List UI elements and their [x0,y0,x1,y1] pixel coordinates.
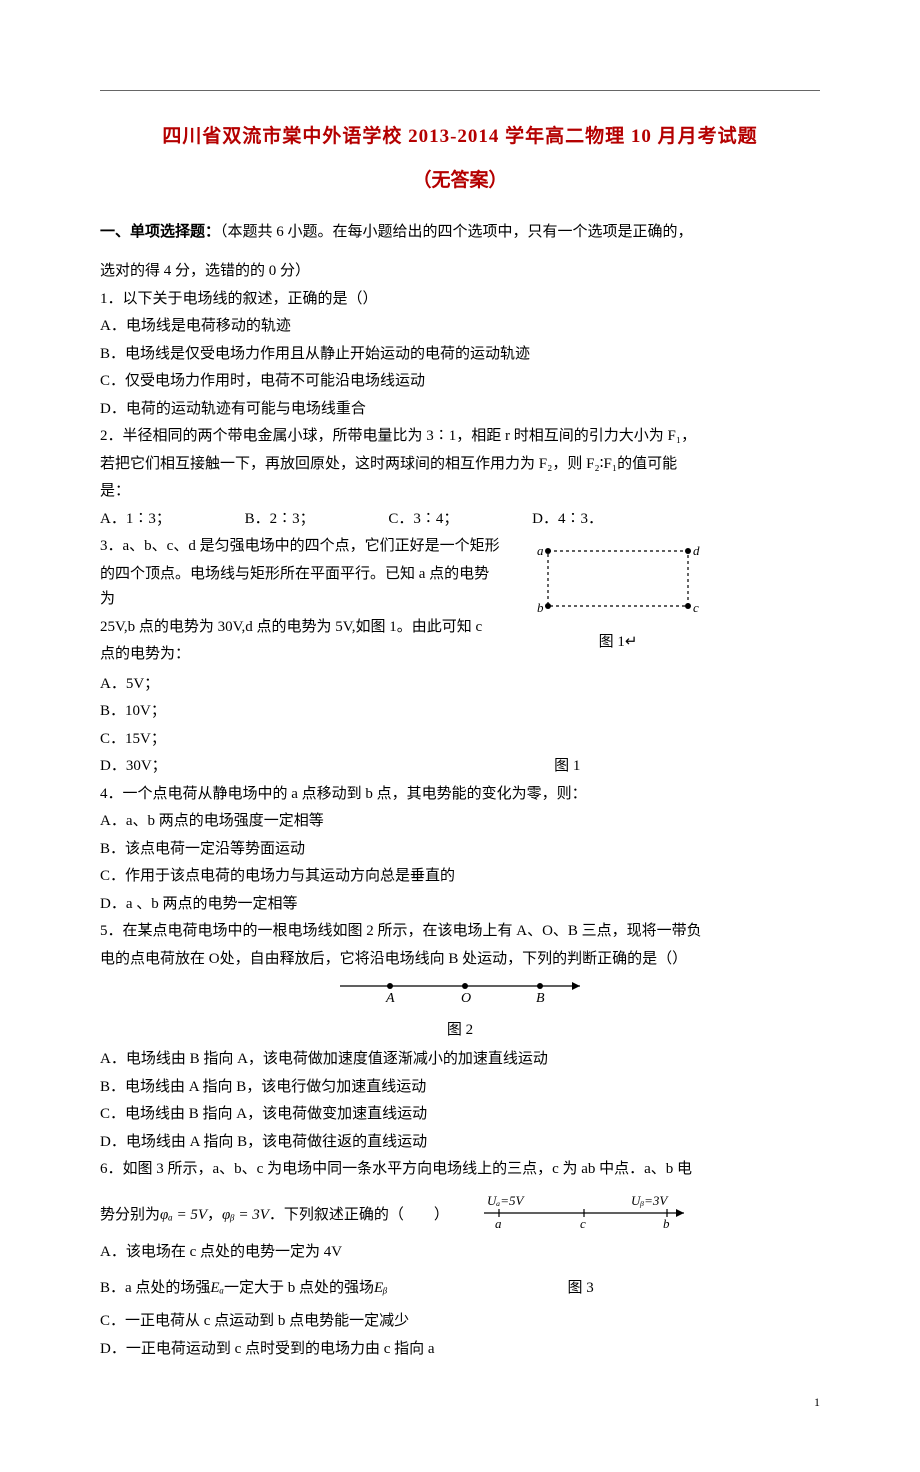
q4-stem: 4．一个点电荷从静电场中的 a 点移动到 b 点，其电势能的变化为零，则： [100,782,820,808]
q3-opt-b: B．10V； [100,699,820,725]
fig2-label-o: O [461,991,471,1006]
q1-opt-b: B．电场线是仅受电场力作用且从静止开始运动的电荷的运动轨迹 [100,342,820,368]
fig3-c: c [580,1216,586,1229]
page-number: 1 [100,1392,820,1412]
q3-l3: 25V,b 点的电势为 30V,d 点的电势为 5V,如图 1。由此可知 c [100,615,500,641]
q6-opt-b: B．a 点处的场强Eₐ一定大于 b 点处的强场Eᵦ [100,1276,387,1302]
figure-1-caption: 图 1↵ [518,630,718,656]
q5-opt-c: C．电场线由 B 指向 A，该电荷做变加速直线运动 [100,1102,820,1128]
q4-opt-b: B．该点电荷一定沿等势面运动 [100,837,820,863]
fig3-a: a [495,1216,502,1229]
q4-opt-a: A．a、b 两点的电场强度一定相等 [100,809,820,835]
q5-stem-2: 电的点电荷放在 O处，自由释放后，它将沿电场线向 B 处运动，下列的判断正确的是… [100,947,820,973]
q2-stem-1: 2．半径相同的两个带电金属小球，所带电量比为 3∶1，相距 r 时相互间的引力大… [100,424,820,450]
section-1-head-line2: 选对的得 4 分，选错的的 0 分） [100,259,820,285]
fig1-label-d: d [693,543,700,558]
fig1-label-c: c [693,600,699,615]
q1-stem: 1．以下关于电场线的叙述，正确的是（） [100,287,820,313]
q2-options: A．1∶3； B．2∶3； C．3∶4； D．4∶3． [100,507,820,533]
section-1-head-rest: （本题共 6 小题。在每小题给出的四个选项中，只有一个选项是正确的， [220,224,693,240]
q3-opt-a: A．5V； [100,672,820,698]
q6-stem-2: 势分别为φₐ = 5V，φᵦ = 3V．下列叙述正确的（ ） [100,1203,449,1229]
q6-b-ea: Eₐ [210,1280,224,1296]
q6-opt-c: C．一正电荷从 c 点运动到 b 点电势能一定减少 [100,1309,820,1335]
q6-stem2-post: ．下列叙述正确的（ ） [269,1207,449,1223]
q6-b-pre: B．a 点处的场强 [100,1280,210,1296]
q6-stem-1: 6．如图 3 所示，a、b、c 为电场中同一条水平方向电场线上的三点，c 为 a… [100,1157,820,1183]
q6-comma: ， [207,1207,222,1223]
q5-stem-1: 5．在某点电荷电场中的一根电场线如图 2 所示，在该电场上有 A、O、B 三点，… [100,919,820,945]
fig3-ub: Uᵦ=3V [631,1193,669,1208]
q6-stem2-pre: 势分别为 [100,1207,160,1223]
doc-subtitle: （无答案） [100,165,820,197]
q4-opt-d: D．a 、b 两点的电势一定相等 [100,892,820,918]
q3-block: 3．a、b、c、d 是匀强电场中的四个点，它们正好是一个矩形 的四个顶点。电场线… [100,532,820,670]
q3-opt-d-row: D．30V； 图 1 [100,754,820,780]
fig3-b: b [663,1216,670,1229]
figure-1-label-below: 图 1 [554,758,580,774]
q1-opt-c: C．仅受电场力作用时，电荷不可能沿电场线运动 [100,369,820,395]
fig2-label-a: A [385,991,395,1006]
q3-text: 3．a、b、c、d 是匀强电场中的四个点，它们正好是一个矩形 的四个顶点。电场线… [100,532,500,670]
q2-stem-2: 若把它们相互接触一下，再放回原处，这时两球间的相互作用力为 F₂，则 F₂∶F₁… [100,452,820,478]
figure-1: a d b c 图 1↵ [518,536,718,656]
header-rule [100,90,820,91]
q6-phi-a: φₐ = 5V [160,1207,207,1223]
q3-l4: 点的电势为： [100,642,500,668]
q5-opt-b: B．电场线由 A 指向 B，该电行做匀加速直线运动 [100,1075,820,1101]
q5-opt-d: D．电场线由 A 指向 B，该电荷做往返的直线运动 [100,1130,820,1156]
q1-opt-a: A．电场线是电荷移动的轨迹 [100,314,820,340]
doc-title: 四川省双流市棠中外语学校 2013-2014 学年高二物理 10 月月考试题 [100,121,820,153]
q6-opt-a: A．该电场在 c 点处的电势一定为 4V [100,1240,820,1266]
q6-opt-b-row: B．a 点处的场强Eₐ一定大于 b 点处的强场Eᵦ 图 3 [100,1276,820,1302]
q6-opt-d: D．一正电荷运动到 c 点时受到的电场力由 c 指向 a [100,1337,820,1363]
q3-opt-c: C．15V； [100,727,820,753]
q6-stem-row: 势分别为φₐ = 5V，φᵦ = 3V．下列叙述正确的（ ） Uₐ=5V Uᵦ=… [100,1193,820,1239]
q6-b-eb: Eᵦ [374,1280,387,1296]
figure-2: A O B [100,976,820,1016]
figure-3: Uₐ=5V Uᵦ=3V a c b [479,1193,689,1239]
q3-opt-d: D．30V； [100,758,167,774]
fig1-label-b: b [537,600,544,615]
q3-l1: 3．a、b、c、d 是匀强电场中的四个点，它们正好是一个矩形 [100,534,500,560]
fig2-label-b: B [536,991,545,1006]
q3-l2: 的四个顶点。电场线与矩形所在平面平行。已知 a 点的电势为 [100,562,500,613]
section-1-head-bold: 一、单项选择题： [100,224,220,240]
q2-opt-d: D．4∶3． [532,507,603,533]
q6-b-mid: 一定大于 b 点处的强场 [224,1280,374,1296]
fig1-label-a: a [537,543,544,558]
q2-opt-a: A．1∶3； [100,507,171,533]
q2-stem-3: 是： [100,479,820,505]
fig3-ua: Uₐ=5V [487,1193,525,1208]
figure-3-caption: 图 3 [567,1276,593,1302]
q4-opt-c: C．作用于该点电荷的电场力与其运动方向总是垂直的 [100,864,820,890]
q6-phi-b: φᵦ = 3V [222,1207,269,1223]
section-1-heading: 一、单项选择题：（本题共 6 小题。在每小题给出的四个选项中，只有一个选项是正确… [100,220,820,246]
q2-opt-c: C．3∶4； [388,507,458,533]
q2-opt-b: B．2∶3； [245,507,315,533]
q5-opt-a: A．电场线由 B 指向 A，该电荷做加速度值逐渐减小的加速直线运动 [100,1047,820,1073]
figure-2-caption: 图 2 [100,1018,820,1044]
q1-opt-d: D．电荷的运动轨迹有可能与电场线重合 [100,397,820,423]
